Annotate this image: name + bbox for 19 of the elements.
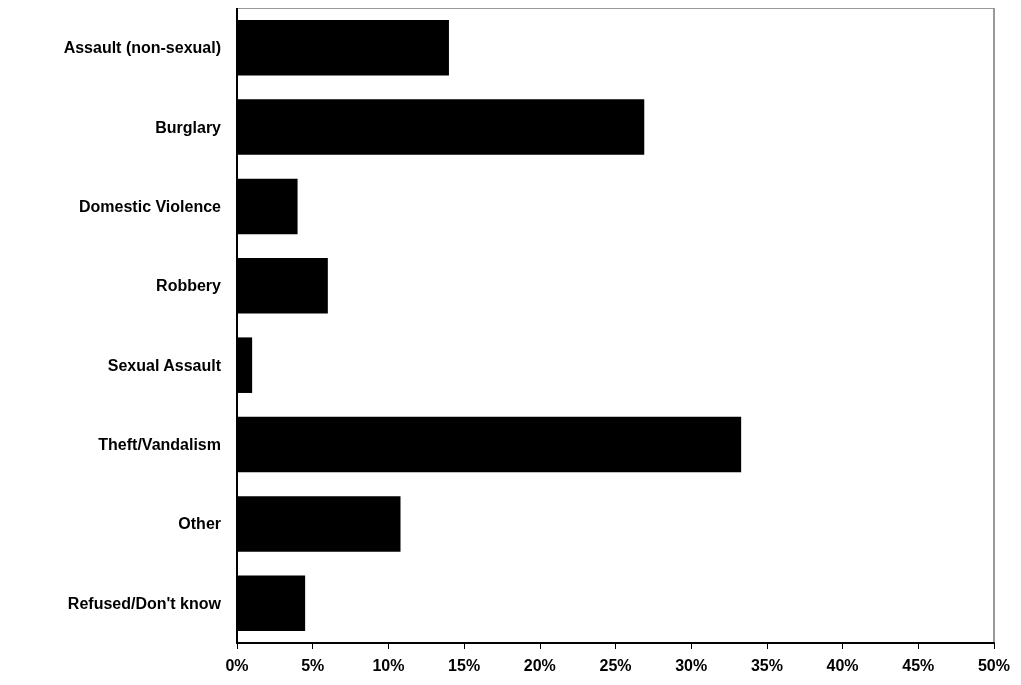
x-tick-label: 15% (448, 656, 481, 674)
x-tick-label: 10% (372, 656, 405, 674)
x-tick-label: 25% (599, 656, 632, 674)
y-tick-label: Burglary (155, 118, 222, 136)
x-tick-label: 40% (826, 656, 859, 674)
x-tick-label: 50% (977, 656, 1010, 674)
x-tick-label: 0% (225, 656, 249, 674)
y-tick-label: Sexual Assault (107, 356, 222, 374)
x-tick-label: 45% (902, 656, 935, 674)
y-tick-label: Assault (non-sexual) (63, 39, 221, 57)
x-tick-label: 35% (750, 656, 783, 674)
x-tick-label: 20% (523, 656, 556, 674)
y-tick-label: Domestic Violence (79, 197, 222, 215)
y-tick-label: Other (178, 515, 221, 533)
y-tick-label: Refused/Don't know (67, 594, 222, 612)
y-tick-label: Theft/Vandalism (98, 436, 221, 454)
x-tick-label: 5% (301, 656, 325, 674)
y-tick-label: Robbery (156, 277, 222, 295)
x-tick-label: 30% (675, 656, 708, 674)
